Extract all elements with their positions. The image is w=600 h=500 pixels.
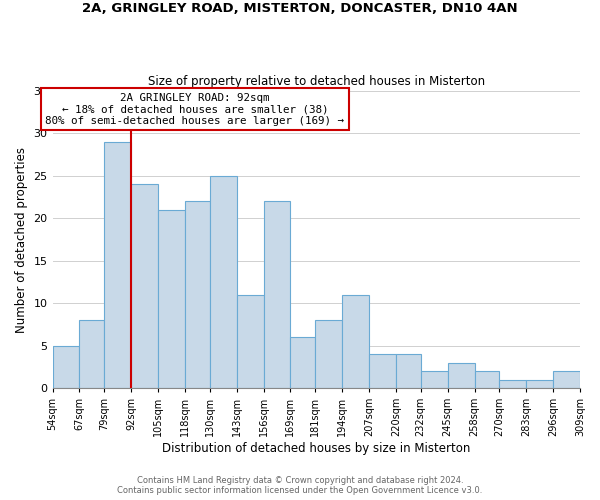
Bar — [396, 354, 421, 388]
Text: 2A GRINGLEY ROAD: 92sqm
← 18% of detached houses are smaller (38)
80% of semi-de: 2A GRINGLEY ROAD: 92sqm ← 18% of detache… — [46, 92, 344, 126]
Bar — [79, 320, 104, 388]
Bar — [290, 337, 315, 388]
Text: 2A, GRINGLEY ROAD, MISTERTON, DONCASTER, DN10 4AN: 2A, GRINGLEY ROAD, MISTERTON, DONCASTER,… — [82, 2, 518, 16]
Bar — [53, 346, 79, 388]
Bar — [526, 380, 553, 388]
Bar — [131, 184, 158, 388]
Bar — [185, 202, 210, 388]
Y-axis label: Number of detached properties: Number of detached properties — [15, 146, 28, 332]
Bar — [210, 176, 236, 388]
Bar — [553, 371, 580, 388]
Bar — [236, 294, 263, 388]
Bar — [104, 142, 131, 388]
Bar — [499, 380, 526, 388]
Bar — [315, 320, 342, 388]
Bar — [342, 294, 369, 388]
X-axis label: Distribution of detached houses by size in Misterton: Distribution of detached houses by size … — [162, 442, 470, 455]
Bar — [369, 354, 396, 388]
Text: Contains HM Land Registry data © Crown copyright and database right 2024.
Contai: Contains HM Land Registry data © Crown c… — [118, 476, 482, 495]
Bar — [448, 362, 475, 388]
Bar — [263, 202, 290, 388]
Bar — [421, 371, 448, 388]
Title: Size of property relative to detached houses in Misterton: Size of property relative to detached ho… — [148, 76, 485, 88]
Bar — [158, 210, 185, 388]
Bar — [475, 371, 499, 388]
